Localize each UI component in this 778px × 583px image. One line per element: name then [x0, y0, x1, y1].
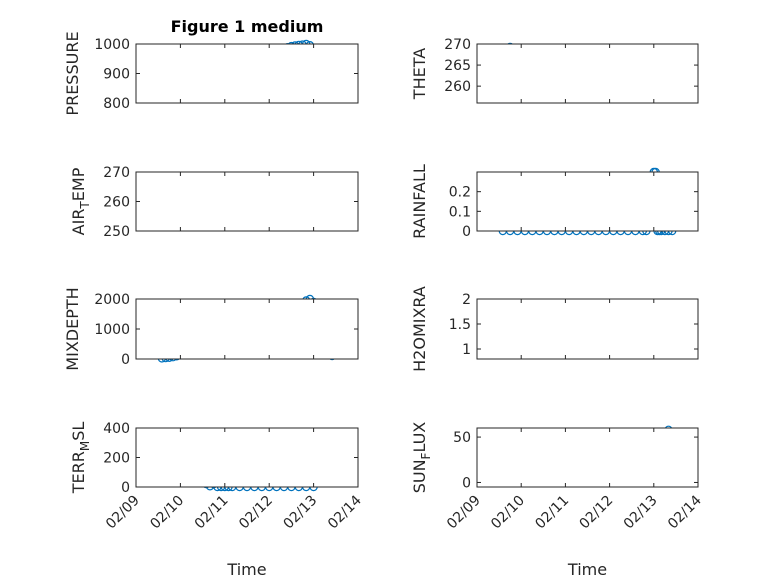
- y-tick-label: 270: [103, 165, 130, 181]
- y-tick-label: 250: [103, 224, 130, 240]
- y-tick-label: 0: [462, 475, 471, 491]
- y-axis-label: H2OMIXRA: [410, 286, 429, 372]
- y-tick-label: 1000: [94, 322, 130, 338]
- axes-box: [476, 298, 699, 360]
- y-tick-label: 1000: [94, 37, 130, 53]
- x-tick-label: 02/13: [281, 493, 321, 533]
- y-axis-label: TERRMSL: [69, 422, 92, 495]
- axes-box: [135, 298, 359, 360]
- y-tick-label: 260: [103, 195, 130, 211]
- axes-box: [476, 427, 699, 488]
- subplot-sun_flux: 0 50 02/09 02/10 02/11 02/12 02/13 02/14 SUNFLUX…: [410, 422, 705, 579]
- y-tick-label: 0: [121, 480, 130, 496]
- subplot-mixdepth: 0 1000 2000 MIXDEPTH: [63, 287, 359, 371]
- x-tick-label: 02/11: [192, 493, 232, 533]
- subplot-theta: 260 265 270 THETA: [410, 37, 699, 104]
- x-tick-label: 02/12: [236, 493, 276, 533]
- axes-box: [135, 43, 359, 104]
- y-tick-label: 400: [103, 421, 130, 437]
- x-tick-label: 02/12: [577, 493, 617, 533]
- axes-box: [476, 171, 699, 232]
- subplot-air_temp: 250 260 270 AIRTEMP: [69, 165, 359, 240]
- x-tick-label: 02/14: [665, 492, 705, 532]
- x-tick-label: 02/14: [325, 492, 365, 532]
- y-axis-label: RAINFALL: [410, 164, 429, 239]
- x-tick-label: 02/10: [147, 493, 187, 533]
- x-axis-label: Time: [226, 560, 266, 579]
- chart-title: Figure 1 medium: [171, 17, 324, 36]
- y-tick-label: 50: [453, 430, 471, 446]
- axes-box: [135, 427, 359, 488]
- y-axis-label: PRESSURE: [63, 31, 82, 115]
- x-tick-label: 02/13: [621, 493, 661, 533]
- x-tick-label: 02/10: [488, 493, 528, 533]
- y-axis-label: THETA: [410, 48, 429, 100]
- y-tick-label: 0: [121, 352, 130, 368]
- y-tick-label: 0: [462, 224, 471, 240]
- y-axis-label: AIRTEMP: [69, 167, 92, 235]
- x-tick-label: 02/09: [103, 493, 143, 533]
- x-axis-label: Time: [567, 560, 607, 579]
- y-tick-label: 260: [444, 79, 471, 95]
- y-tick-label: 1: [462, 342, 471, 358]
- y-tick-label: 200: [103, 451, 130, 467]
- x-tick-label: 02/11: [532, 493, 572, 533]
- axes-box: [135, 171, 359, 232]
- y-tick-label: 2000: [94, 292, 130, 308]
- y-tick-label: 1.5: [449, 317, 471, 333]
- y-tick-label: 2: [462, 292, 471, 308]
- y-axis-label: SUNFLUX: [410, 422, 433, 494]
- axes-box: [476, 43, 699, 104]
- y-tick-label: 265: [444, 58, 471, 74]
- subplot-h2omixra: 1 1.5 2 H2OMIXRA: [410, 286, 699, 372]
- y-tick-label: 0.1: [449, 204, 471, 220]
- subplot-pressure: 800 900 1000 PRESSURE Figure 1 medium: [63, 17, 359, 116]
- y-tick-label: 800: [103, 96, 130, 112]
- x-tick-label: 02/09: [444, 493, 484, 533]
- y-tick-label: 900: [103, 67, 130, 83]
- subplot-terr_msl: 0 200 400 02/09 02/10 02/11 02/12 02/13 02/14 TER…: [69, 421, 365, 579]
- y-tick-label: 270: [444, 37, 471, 53]
- y-axis-label: MIXDEPTH: [63, 287, 82, 370]
- subplot-rainfall: 0 0.1 0.2 RAINFALL: [410, 164, 699, 240]
- y-tick-label: 0.2: [449, 185, 471, 201]
